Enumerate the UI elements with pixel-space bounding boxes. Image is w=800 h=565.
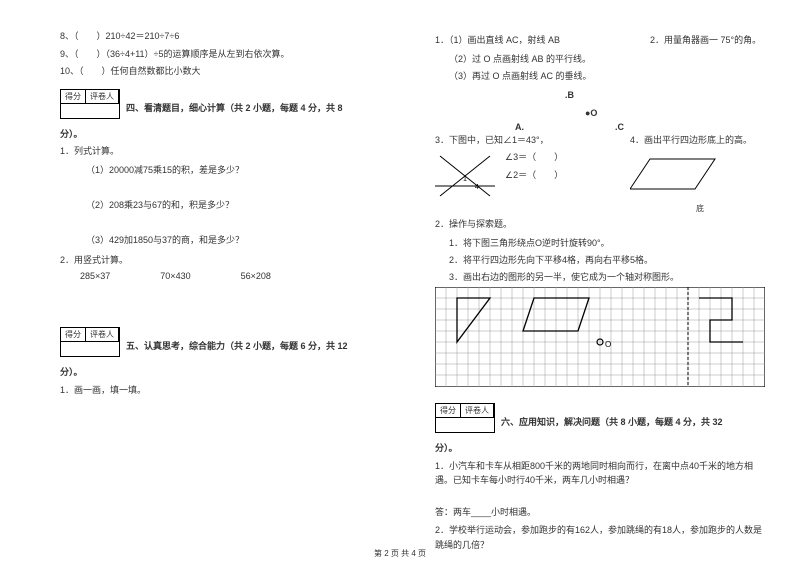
calc2: 70×430 — [160, 271, 190, 281]
di-label: 底 — [630, 203, 770, 214]
q9: 9、（ ）（36÷4+11）÷5的运算顺序是从左到右依次算。 — [60, 48, 395, 62]
label-O: ●O — [585, 108, 597, 118]
grader-blank — [86, 342, 119, 356]
fen5: 分）。 — [60, 366, 395, 380]
calc1: 285×37 — [80, 271, 110, 281]
s2: 2．操作与探索题。 — [435, 218, 770, 232]
section6-title: 六、应用知识，解决问题（共 8 小题，每题 4 分，共 32 — [501, 397, 723, 428]
page-footer: 第 2 页 共 4 页 — [0, 548, 800, 559]
parallelogram — [630, 151, 720, 201]
label-A: A. — [515, 122, 524, 132]
calc3: 56×208 — [241, 271, 271, 281]
grader-label: 评卷人 — [461, 404, 494, 418]
score-blank — [61, 104, 86, 118]
r-top-row: 1．（1）画出直线 AC，射线 AB （2）过 O 点画射线 AB 的平行线。 … — [435, 34, 770, 86]
grader-blank — [461, 418, 494, 432]
q4: 4．画出平行四边形底上的高。 — [630, 134, 770, 148]
s4-2: 2．用竖式计算。 — [60, 254, 395, 268]
q1-1: 1．（1）画出直线 AC，射线 AB — [435, 34, 640, 48]
calc-row: 285×37 70×430 56×208 — [80, 271, 395, 281]
q10: 10、（ ）任何自然数都比小数大 — [60, 65, 395, 79]
label-B: .B — [565, 90, 574, 100]
q8: 8、（ ）210÷42＝210÷7÷6 — [60, 30, 395, 44]
grid-figure: O — [435, 287, 770, 389]
s2-2: 2．将平行四边形先向下平移4格，再向右平移5格。 — [449, 253, 770, 266]
score-blank — [61, 342, 86, 356]
s5-1: 1．画一画，填一填。 — [60, 384, 395, 398]
section5-header: 得分 评卷人 五、认真思考，综合能力（共 2 小题，每题 6 分，共 12 — [60, 321, 395, 360]
q1-3: （3）再过 O 点画射线 AC 的垂线。 — [449, 69, 640, 82]
q3: 3．下图中，已知∠1＝43°， — [435, 134, 620, 148]
page-container: 8、（ ）210÷42＝210÷7÷6 9、（ ）（36÷4+11）÷5的运算顺… — [0, 0, 800, 565]
p1ans: 答：两车____小时相遇。 — [435, 506, 770, 520]
section6-header: 得分 评卷人 六、应用知识，解决问题（共 8 小题，每题 4 分，共 32 — [435, 397, 770, 436]
section5-title: 五、认真思考，综合能力（共 2 小题，每题 6 分，共 12 — [126, 321, 348, 352]
grader-label: 评卷人 — [86, 90, 119, 104]
q1-2: （2）过 O 点画射线 AB 的平行线。 — [449, 52, 640, 65]
svg-text:1: 1 — [463, 176, 467, 183]
score-blank — [436, 418, 461, 432]
q3b: ∠2＝（ ） — [505, 169, 563, 183]
fen6: 分）。 — [435, 442, 770, 456]
grader-blank — [86, 104, 119, 118]
svg-text:4: 4 — [475, 184, 479, 191]
left-column: 8、（ ）210÷42＝210÷7÷6 9、（ ）（36÷4+11）÷5的运算顺… — [60, 30, 395, 545]
s2-1: 1．将下图三角形绕点O逆时针旋转90°。 — [449, 236, 770, 249]
s2-3: 3．画出右边的图形的另一半，使它成为一个轴对称图形。 — [449, 270, 770, 283]
grader-label: 评卷人 — [86, 328, 119, 342]
fen4: 分）。 — [60, 128, 395, 142]
right-column: 1．（1）画出直线 AC，射线 AB （2）过 O 点画射线 AB 的平行线。 … — [435, 30, 770, 545]
score-label: 得分 — [61, 90, 86, 104]
q3a: ∠3＝（ ） — [505, 151, 563, 165]
score-box-6: 得分 评卷人 — [435, 397, 495, 436]
svg-text:O: O — [605, 340, 611, 349]
s4-1b: （2）208乘23与67的和，积是多少？ — [86, 198, 395, 211]
p1: 1．小汽车和卡车从相距800千米的两地同时相向而行，在离中点40千米的地方相遇。… — [435, 459, 770, 488]
angle-diagram: 1 4 — [435, 151, 495, 201]
s4-1: 1．列式计算。 — [60, 145, 395, 159]
q1-2t: 2．用量角器画一 75°的角。 — [650, 34, 770, 48]
section4-header: 得分 评卷人 四、看清题目，细心计算（共 2 小题，每题 4 分，共 8 — [60, 83, 395, 122]
score-box-4: 得分 评卷人 — [60, 83, 120, 122]
s4-1a: （1）20000减75乘15的积，差是多少？ — [86, 163, 395, 176]
points-diagram: .B ●O A. .C — [495, 90, 695, 130]
label-C: .C — [615, 122, 624, 132]
section4-title: 四、看清题目，细心计算（共 2 小题，每题 4 分，共 8 — [126, 83, 343, 114]
q3-q4-row: 3．下图中，已知∠1＝43°， 1 4 ∠3＝（ ） ∠2＝（ ） — [435, 134, 770, 215]
s4-1c: （3）429加1850与37的商，和是多少？ — [86, 233, 395, 246]
score-label: 得分 — [436, 404, 461, 418]
score-box-5: 得分 评卷人 — [60, 321, 120, 360]
score-label: 得分 — [61, 328, 86, 342]
